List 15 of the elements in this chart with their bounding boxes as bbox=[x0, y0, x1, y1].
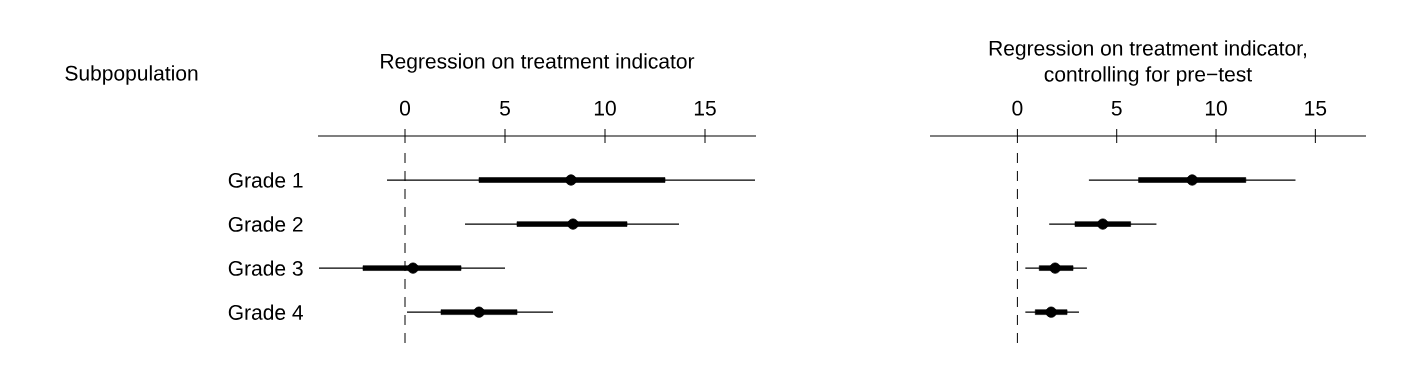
chart-title: Regression on treatment indicator bbox=[381, 53, 695, 73]
y-tick-label: Grade 1 bbox=[228, 172, 303, 188]
x-tick-label: 0 bbox=[399, 100, 411, 116]
y-tick-label: Grade 4 bbox=[228, 304, 303, 320]
x-tick-label: 5 bbox=[500, 100, 510, 116]
y-tick-label: Grade 3 bbox=[228, 260, 303, 276]
x-tick-label: 10 bbox=[594, 100, 616, 116]
chart-title: Regression on treatment indicator, controlling for pre−test bbox=[989, 40, 1306, 86]
y-tick-label: Grade 2 bbox=[228, 216, 303, 232]
x-tick-label: 0 bbox=[1012, 100, 1023, 116]
x-tick-label: 15 bbox=[1305, 100, 1327, 116]
y-axis-title: Subpopulation bbox=[65, 65, 198, 85]
x-tick-label: 10 bbox=[1205, 100, 1227, 116]
x-tick-label: 15 bbox=[694, 100, 716, 116]
x-tick-label: 5 bbox=[1111, 100, 1122, 116]
